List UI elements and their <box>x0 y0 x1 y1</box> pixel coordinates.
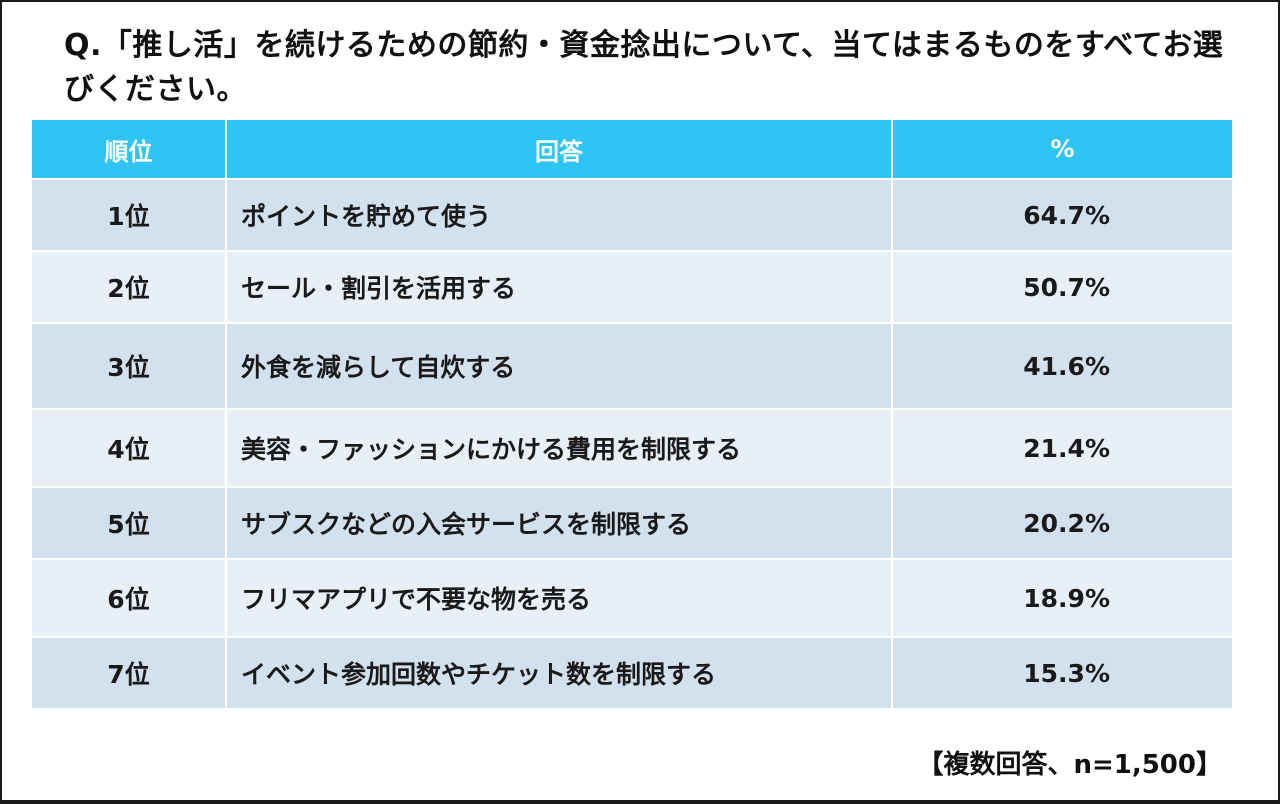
rank-cell: 6位 <box>32 558 226 637</box>
rank-cell: 5位 <box>32 486 226 559</box>
percent-cell: 20.2% <box>891 486 1232 559</box>
percent-column-header: % <box>891 120 1232 179</box>
answer-cell: 外食を減らして自炊する <box>225 322 892 409</box>
table-row: 3位 外食を減らして自炊する 41.6% <box>32 322 1232 409</box>
rank-cell: 4位 <box>32 408 226 487</box>
table-row: 6位 フリマアプリで不要な物を売る 18.9% <box>32 558 1232 637</box>
answer-cell: サブスクなどの入会サービスを制限する <box>225 486 892 559</box>
answer-cell: 美容・ファッションにかける費用を制限する <box>225 408 892 487</box>
rank-column-header: 順位 <box>32 120 226 179</box>
percent-cell: 50.7% <box>891 250 1232 323</box>
table-row: 4位 美容・ファッションにかける費用を制限する 21.4% <box>32 408 1232 487</box>
rank-cell: 2位 <box>32 250 226 323</box>
answer-cell: ポイントを貯めて使う <box>225 178 892 251</box>
rank-cell: 1位 <box>32 178 226 251</box>
rank-cell: 3位 <box>32 322 226 409</box>
answer-cell: セール・割引を活用する <box>225 250 892 323</box>
table-row: 2位 セール・割引を活用する 50.7% <box>32 250 1232 323</box>
table-row: 5位 サブスクなどの入会サービスを制限する 20.2% <box>32 486 1232 559</box>
table-row: 7位 イベント参加回数やチケット数を制限する 15.3% <box>32 636 1232 708</box>
ranking-table: 順位 回答 % 1位 ポイントを貯めて使う 64.7% 2位 セール・割引を活用… <box>32 120 1232 708</box>
answer-cell: イベント参加回数やチケット数を制限する <box>225 636 892 708</box>
answer-column-header: 回答 <box>225 120 892 179</box>
rank-cell: 7位 <box>32 636 226 708</box>
percent-cell: 15.3% <box>891 636 1232 708</box>
sample-note: 【複数回答、n=1,500】 <box>917 750 1222 780</box>
percent-cell: 18.9% <box>891 558 1232 637</box>
answer-cell: フリマアプリで不要な物を売る <box>225 558 892 637</box>
percent-cell: 64.7% <box>891 178 1232 251</box>
table-header-row: 順位 回答 % <box>32 120 1232 179</box>
percent-cell: 41.6% <box>891 322 1232 409</box>
table-row: 1位 ポイントを貯めて使う 64.7% <box>32 178 1232 251</box>
percent-cell: 21.4% <box>891 408 1232 487</box>
question-title: Q.「推し活」を続けるための節約・資金捻出について、当てはまるものをすべてお選び… <box>64 28 1224 107</box>
